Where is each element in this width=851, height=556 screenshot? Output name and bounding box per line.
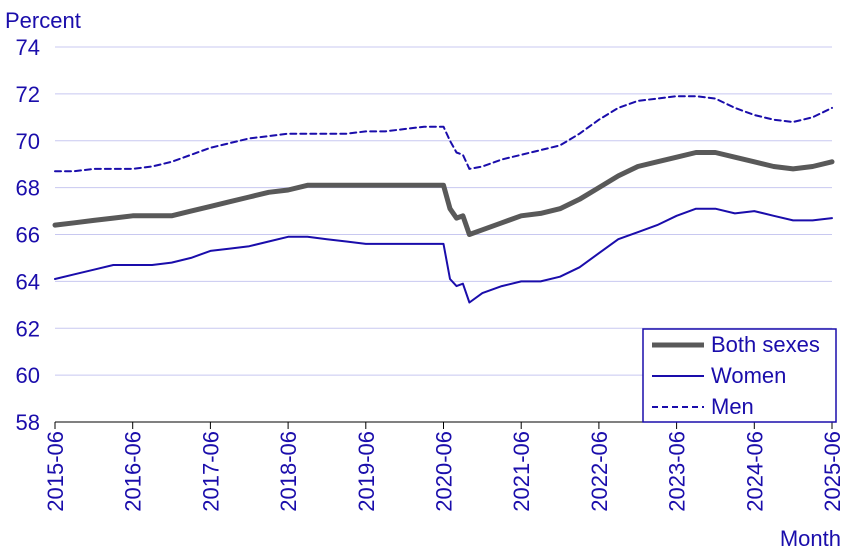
legend: Both sexes Women Men [642, 328, 837, 423]
x-tick-label: 2021-06 [509, 431, 534, 512]
x-tick-label: 2018-06 [276, 431, 301, 512]
x-tick-label: 2023-06 [665, 431, 690, 512]
y-tick-label: 72 [16, 82, 40, 107]
y-tick-label: 68 [16, 176, 40, 201]
x-tick-label: 2025-06 [820, 431, 845, 512]
legend-label-both-sexes: Both sexes [711, 332, 820, 357]
y-axis-ticks: 58 60 62 64 66 68 70 72 74 [16, 35, 40, 435]
x-tick-label: 2020-06 [432, 431, 457, 512]
series-line-both-sexes [52, 150, 835, 237]
y-axis-title: Percent [5, 8, 81, 33]
x-axis-ticks: 2015-06 2016-06 2017-06 2018-06 2019-06 2020-… [43, 422, 845, 512]
y-tick-label: 58 [16, 410, 40, 435]
series-line-men [54, 95, 833, 173]
y-tick-label: 74 [16, 35, 40, 60]
y-tick-label: 62 [16, 316, 40, 341]
y-tick-label: 70 [16, 129, 40, 154]
legend-label-women: Women [711, 363, 786, 388]
y-tick-label: 64 [16, 269, 40, 294]
x-tick-label: 2022-06 [587, 431, 612, 512]
x-tick-label: 2016-06 [121, 431, 146, 512]
x-tick-label: 2019-06 [354, 431, 379, 512]
x-tick-label: 2017-06 [198, 431, 223, 512]
grid [55, 46, 832, 376]
x-tick-label: 2015-06 [43, 431, 68, 512]
x-tick-label: 2024-06 [742, 431, 767, 512]
y-tick-label: 60 [16, 363, 40, 388]
y-tick-label: 66 [16, 223, 40, 248]
x-axis-title: Month [780, 526, 841, 551]
legend-label-men: Men [711, 394, 754, 419]
series-line-women [54, 207, 833, 304]
series-lines [52, 95, 835, 304]
